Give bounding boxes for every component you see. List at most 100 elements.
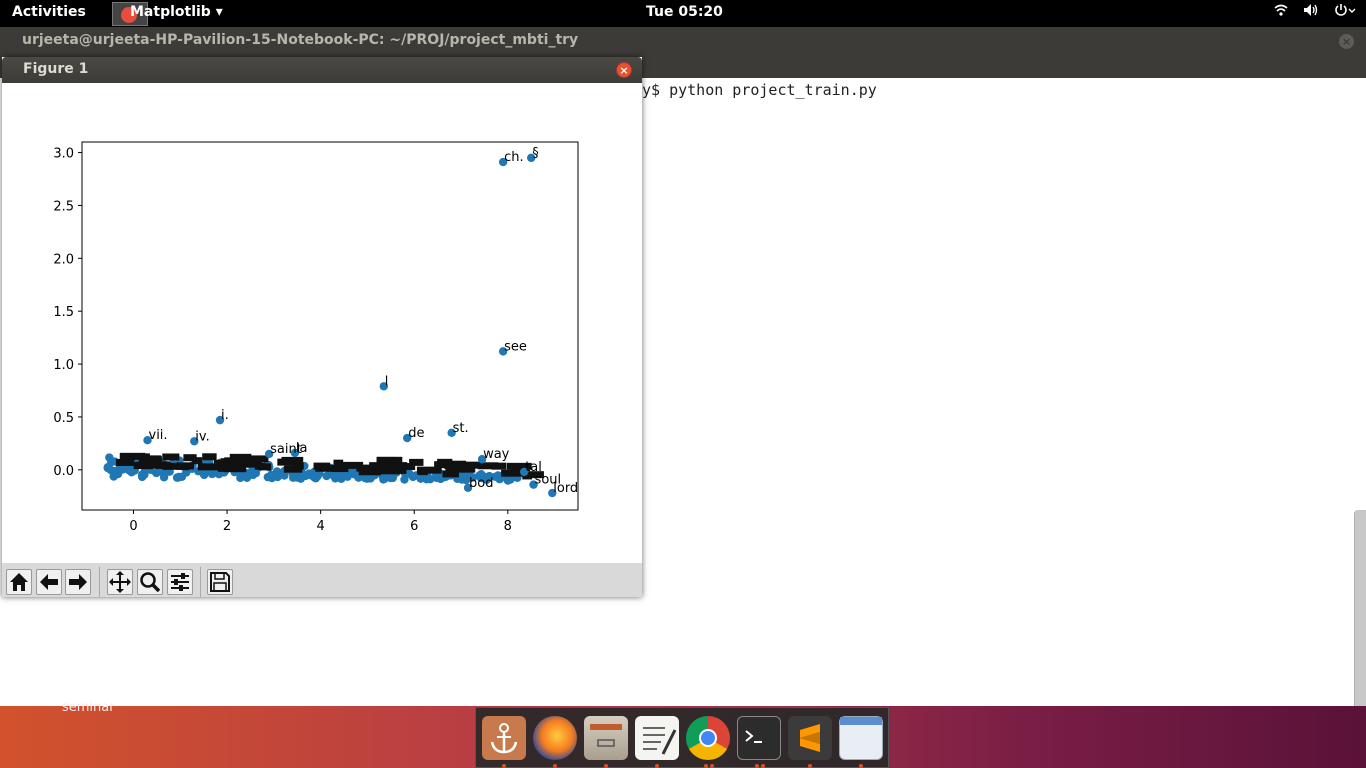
text-editor-icon[interactable]: [635, 716, 679, 760]
overlapping-label-mark: [445, 465, 464, 473]
desktop-folder-label[interactable]: seminar: [62, 700, 115, 715]
overlapping-label-mark: [501, 469, 523, 477]
close-icon[interactable]: ×: [1339, 34, 1354, 49]
wifi-icon[interactable]: [1274, 3, 1288, 21]
point-label: de: [408, 426, 424, 441]
home-icon[interactable]: [6, 569, 32, 595]
window-icon[interactable]: [839, 716, 883, 760]
dock-indicator: [859, 764, 863, 768]
scatter-point: [527, 153, 536, 163]
power-icon[interactable]: [1334, 3, 1356, 21]
toolbar-separator: [200, 567, 201, 597]
overlapping-label-mark: [356, 464, 374, 472]
scatter-point: [360, 473, 370, 483]
clock[interactable]: Tue 05:20: [646, 4, 723, 20]
scatter-point: [109, 472, 118, 481]
dock-indicator: [710, 764, 714, 768]
scatter-point: [103, 463, 112, 473]
x-tick-label: 4: [317, 519, 325, 534]
overlapping-label-mark: [155, 461, 171, 469]
overlapping-label-mark: [281, 456, 304, 464]
volume-icon[interactable]: [1303, 3, 1319, 21]
point-label: bod: [469, 476, 493, 491]
point-label: way: [483, 447, 510, 462]
forward-icon[interactable]: [65, 569, 91, 595]
scatter-point: [529, 480, 538, 489]
figure-titlebar[interactable]: Figure 1 ×: [2, 57, 642, 83]
toolbar-separator: [99, 567, 100, 597]
scatter-point: [289, 473, 298, 482]
scatter-point: [266, 470, 276, 480]
point-label: lord: [553, 481, 578, 496]
dense-point-cluster: [103, 452, 544, 485]
close-icon[interactable]: ×: [616, 62, 632, 78]
save-icon[interactable]: [207, 569, 233, 595]
overlapping-label-mark: [456, 465, 476, 473]
overlapping-label-mark: [229, 453, 252, 461]
pan-icon[interactable]: [107, 569, 133, 595]
configure-icon[interactable]: [167, 569, 193, 595]
overlapping-label-mark: [333, 459, 344, 467]
scatter-point: [299, 471, 308, 480]
matplotlib-app-icon[interactable]: [112, 2, 148, 26]
overlapping-label-mark: [213, 459, 225, 467]
app-menu[interactable]: Matplotlib ▾: [130, 4, 223, 20]
overlapping-label-mark: [162, 462, 186, 470]
y-tick-label: 0.0: [53, 464, 74, 479]
overlapping-label-mark: [437, 458, 453, 466]
anchor-icon[interactable]: [482, 716, 526, 760]
scatter-point: [463, 483, 473, 492]
chrome-icon[interactable]: [686, 716, 730, 760]
scatter-point: [548, 488, 557, 498]
files-icon[interactable]: [584, 716, 628, 760]
scatter-point: [331, 474, 340, 483]
point-label: i.: [221, 408, 229, 423]
overlapping-label-mark: [115, 458, 135, 466]
point-label: tal: [525, 460, 542, 475]
dock-indicator: [553, 764, 557, 768]
overlapping-label-mark: [224, 465, 247, 473]
overlapping-label-mark: [369, 462, 386, 470]
y-tick-label: 2.5: [53, 199, 74, 214]
scatter-point: [475, 471, 484, 481]
figure-title: Figure 1: [23, 61, 89, 77]
scatter-point: [423, 473, 433, 483]
overlapping-label-mark: [138, 456, 162, 464]
overlapping-label-mark: [506, 462, 532, 470]
overlapping-label-mark: [254, 462, 266, 470]
x-tick-label: 8: [504, 519, 512, 534]
system-tray[interactable]: [1264, 3, 1356, 21]
overlapping-label-mark: [331, 465, 349, 473]
overlapping-label-mark: [192, 457, 203, 465]
scatter-point: [519, 467, 529, 477]
x-tick-label: 6: [410, 519, 418, 534]
scatter-point: [280, 471, 289, 480]
scatter-point: [498, 157, 508, 167]
terminal-titlebar[interactable]: urjeeta@urjeeta-HP-Pavilion-15-Notebook-…: [0, 27, 1366, 55]
point-label: soul: [535, 473, 562, 488]
sublime-icon[interactable]: [788, 716, 832, 760]
overlapping-label-mark: [231, 457, 253, 465]
point-label: ch.: [504, 150, 524, 165]
point-label: saint: [270, 442, 302, 457]
terminal-title: urjeeta@urjeeta-HP-Pavilion-15-Notebook-…: [22, 32, 579, 48]
figure-canvas[interactable]: ch. § see l i. de st. way vii. iv. saint la lord soul…: [2, 83, 642, 563]
activities-button[interactable]: Activities: [12, 4, 86, 20]
firefox-icon[interactable]: [533, 716, 577, 760]
terminal-command-line: y$ python project_train.py: [642, 81, 877, 99]
overlapping-label-mark: [146, 459, 160, 467]
overlapping-label-mark: [283, 465, 303, 473]
scatter-point: [485, 471, 494, 481]
zoom-icon[interactable]: [137, 569, 163, 595]
back-icon[interactable]: [36, 569, 62, 595]
scatter-point: [127, 468, 136, 477]
terminal-icon[interactable]: [737, 716, 781, 760]
scatter-point: [468, 473, 478, 482]
terminal-scrollbar[interactable]: [1354, 510, 1366, 706]
scatter-point: [498, 347, 508, 356]
point-label: la: [296, 441, 308, 456]
overlapping-label-mark: [442, 470, 459, 478]
overlapping-label-mark: [461, 461, 482, 469]
figure-window[interactable]: Figure 1 × ch. § see l i. de st. way vii. iv. sain…: [2, 57, 642, 597]
